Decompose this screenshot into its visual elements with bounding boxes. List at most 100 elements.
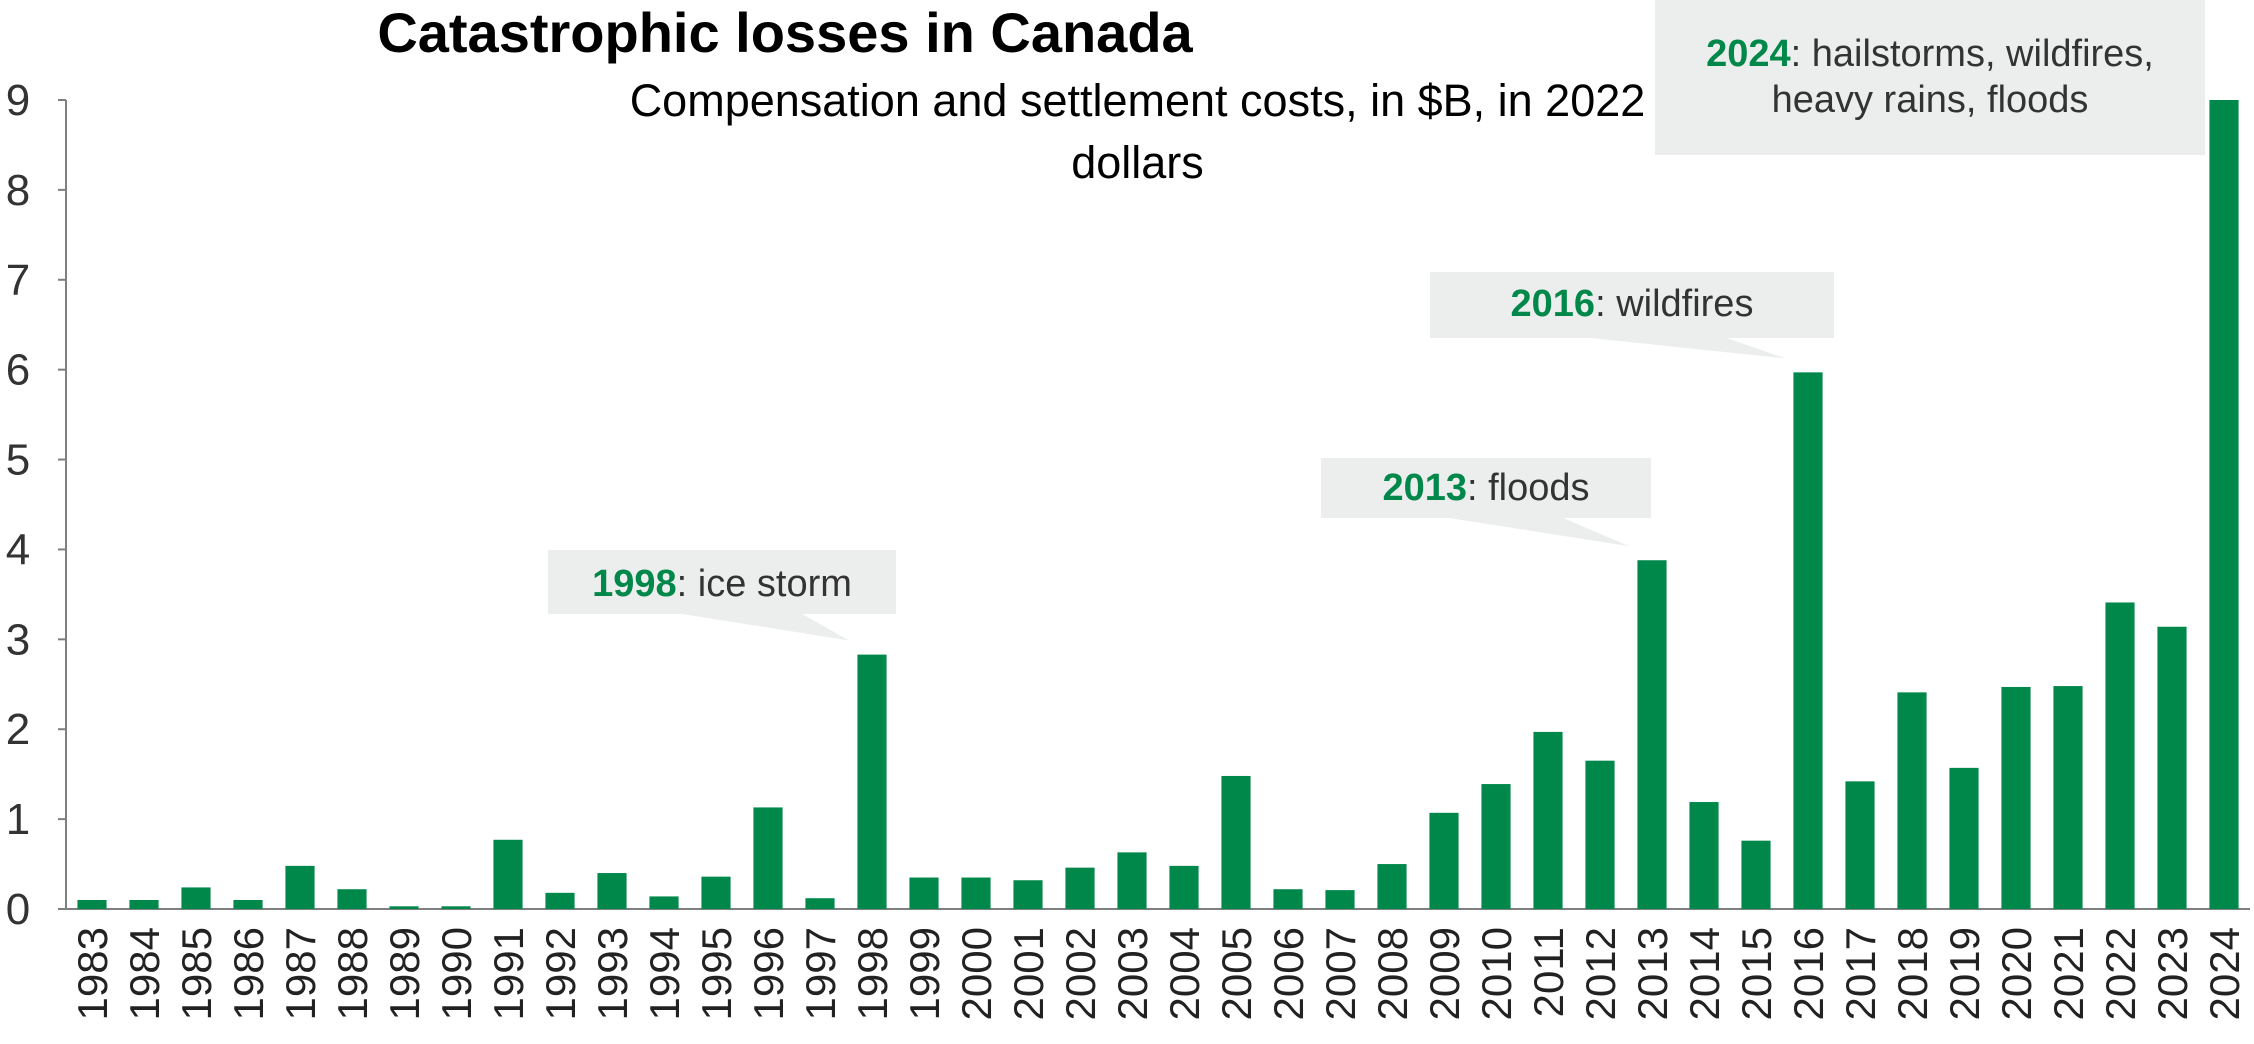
bar-1987	[285, 865, 315, 909]
x-tick-label: 2017	[1837, 927, 1884, 1020]
bar-1994	[649, 896, 679, 909]
x-tick-label: 2003	[1109, 927, 1156, 1020]
bar-2011	[1533, 731, 1563, 909]
bar-2010	[1481, 784, 1511, 909]
callout-label: 1998: ice storm	[592, 563, 852, 605]
x-tick-label: 1994	[641, 927, 688, 1020]
bar-2020	[2001, 686, 2031, 909]
bar-2004	[1169, 865, 1199, 909]
x-tick-label: 2012	[1577, 927, 1624, 1020]
bar-2003	[1117, 852, 1147, 909]
callout-pointer	[669, 612, 850, 641]
callout-2024: 2024: hailstorms, wildfires,heavy rains,…	[1655, 0, 2205, 155]
x-tick-label: 1992	[537, 927, 584, 1020]
x-tick-label: 2014	[1681, 927, 1728, 1020]
x-tick-label: 1995	[693, 927, 740, 1020]
y-tick-label: 7	[6, 256, 30, 305]
x-tick-label: 1987	[277, 927, 324, 1020]
bar-2023	[2157, 626, 2187, 909]
bar-2013	[1637, 560, 1667, 909]
x-tick-label: 2018	[1889, 927, 1936, 1020]
callout-desc: : wildfires	[1595, 283, 1753, 325]
x-tick-label: 2015	[1733, 927, 1780, 1020]
bar-1991	[493, 839, 523, 909]
x-tick-label: 2000	[953, 927, 1000, 1020]
bar-2016	[1793, 372, 1823, 909]
callout-label: 2024: hailstorms, wildfires,	[1706, 33, 2154, 75]
x-tick-label: 1983	[69, 927, 116, 1020]
x-tick-label: 2020	[1993, 927, 2040, 1020]
x-tick-label: 2009	[1421, 927, 1468, 1020]
callout-year: 1998	[592, 563, 677, 605]
bar-2009	[1429, 812, 1459, 909]
bar-2007	[1325, 890, 1355, 909]
x-tick-label: 2013	[1629, 927, 1676, 1020]
bar-1999	[909, 877, 939, 909]
x-tick-label: 2019	[1941, 927, 1988, 1020]
callout-box	[1430, 272, 1834, 338]
x-tick-label: 2016	[1785, 927, 1832, 1020]
callout-box	[1655, 0, 2205, 155]
x-tick-label: 1984	[121, 927, 168, 1020]
x-tick-label: 1985	[173, 927, 220, 1020]
y-tick-label: 5	[6, 436, 30, 485]
bar-2005	[1221, 775, 1251, 909]
x-tick-label: 1996	[745, 927, 792, 1020]
bar-2001	[1013, 880, 1043, 909]
callout-pointer	[1571, 336, 1786, 359]
x-tick-label: 2005	[1213, 927, 1260, 1020]
y-tick-label: 9	[6, 76, 30, 125]
bar-1995	[701, 876, 731, 909]
callout-year: 2013	[1382, 467, 1467, 509]
x-tick-label: 1986	[225, 927, 272, 1020]
x-tick-label: 2011	[1525, 927, 1572, 1017]
bar-2006	[1273, 889, 1303, 909]
y-tick-label: 1	[6, 795, 30, 844]
y-tick-label: 0	[6, 885, 30, 934]
bar-2019	[1949, 767, 1979, 909]
callout-box	[1321, 458, 1651, 518]
y-tick-label: 2	[6, 705, 30, 754]
x-tick-label: 2007	[1317, 927, 1364, 1020]
bar-1998	[857, 654, 887, 909]
bar-1993	[597, 873, 627, 909]
callout-2016: 2016: wildfires	[1430, 272, 1834, 359]
bar-2024	[2209, 100, 2239, 909]
callout-pointer	[1436, 516, 1630, 547]
bar-2008	[1377, 864, 1407, 909]
bar-1996	[753, 807, 783, 909]
bar-2018	[1897, 692, 1927, 909]
bar-1997	[805, 898, 835, 909]
bar-1988	[337, 889, 367, 909]
x-tick-label: 2010	[1473, 927, 1520, 1020]
x-tick-label: 1990	[433, 927, 480, 1020]
bar-1985	[181, 887, 211, 909]
x-tick-label: 1991	[485, 927, 532, 1020]
callout-year: 2024	[1706, 33, 1791, 75]
x-tick-label: 2004	[1161, 927, 1208, 1020]
x-tick-label: 1988	[329, 927, 376, 1020]
callout-2013: 2013: floods	[1321, 458, 1651, 547]
x-tick-label: 2023	[2149, 927, 2196, 1020]
x-tick-label: 2021	[2045, 927, 2092, 1020]
bar-1983	[77, 900, 107, 909]
bar-1986	[233, 900, 263, 909]
bar-1989	[389, 906, 419, 909]
y-tick-label: 3	[6, 615, 30, 664]
x-tick-label: 2022	[2097, 927, 2144, 1020]
x-tick-label: 1989	[381, 927, 428, 1020]
callout-1998: 1998: ice storm	[548, 550, 896, 641]
callout-box	[548, 550, 896, 614]
bar-1990	[441, 906, 471, 909]
x-tick-label: 2002	[1057, 927, 1104, 1020]
chart-subtitle: Compensation and settlement costs, in $B…	[629, 75, 1646, 188]
x-tick-label: 1997	[797, 927, 844, 1020]
bar-2000	[961, 877, 991, 909]
bar-2014	[1689, 802, 1719, 909]
bar-2021	[2053, 686, 2083, 909]
callout-label-line2: heavy rains, floods	[1772, 79, 2089, 121]
callout-year: 2016	[1511, 283, 1596, 325]
x-tick-label: 1993	[589, 927, 636, 1020]
bar-2015	[1741, 840, 1771, 909]
